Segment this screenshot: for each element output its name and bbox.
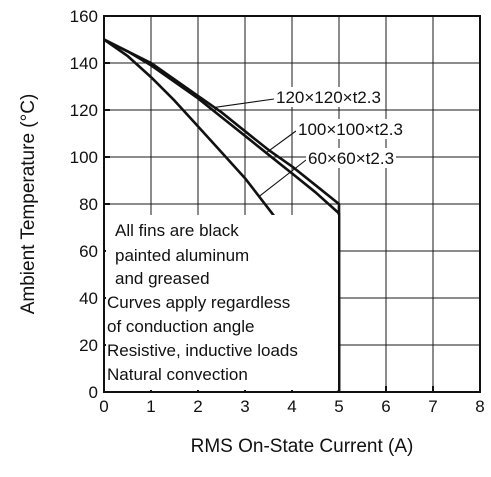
curve-label: 100×100×t2.3	[298, 120, 403, 139]
condition-note: Curves apply regardless	[107, 293, 290, 312]
condition-note: painted aluminum	[115, 246, 249, 265]
x-tick-labels: 0 1 2 3 4 5 6 7 8	[99, 397, 484, 416]
notes-background	[106, 215, 338, 390]
condition-notes: All fins are black painted aluminum and gr…	[106, 215, 338, 390]
x-tick-label: 5	[334, 397, 343, 416]
curve-label-leader	[258, 159, 307, 197]
derating-curve-1	[103, 38, 341, 392]
y-tick-label: 0	[89, 383, 98, 402]
curve-label-leader	[265, 130, 297, 154]
condition-note: Natural convection	[107, 365, 248, 384]
y-axis-title: Ambient Temperature (°C)	[18, 94, 39, 315]
y-tick-labels: 0 20 40 60 80 100 120 140 160	[70, 7, 98, 402]
curve-label-background	[296, 119, 405, 139]
y-tick-label: 100	[70, 148, 98, 167]
curve-label-background	[306, 148, 397, 168]
y-tick-label: 40	[79, 289, 98, 308]
curve-label-leaders	[214, 98, 307, 197]
x-tick-label: 0	[99, 397, 108, 416]
y-tick-label: 120	[70, 101, 98, 120]
y-tick-label: 60	[79, 242, 98, 261]
derating-curve-0	[103, 38, 341, 392]
curve-label-leader	[214, 98, 275, 108]
y-tick-label: 80	[79, 195, 98, 214]
y-tick-label: 140	[70, 54, 98, 73]
condition-note: of conduction angle	[107, 317, 254, 336]
x-tick-label: 4	[287, 397, 296, 416]
curve-label: 60×60×t2.3	[308, 149, 394, 168]
x-tick-label: 7	[428, 397, 437, 416]
x-tick-label: 8	[475, 397, 484, 416]
curve-labels: 120×120×t2.3 100×100×t2.3 60×60×t2.3	[274, 87, 405, 168]
x-tick-label: 2	[193, 397, 202, 416]
plot-frame	[103, 15, 481, 393]
x-tick-label: 1	[146, 397, 155, 416]
x-tick-label: 6	[381, 397, 390, 416]
curve-label: 120×120×t2.3	[276, 88, 381, 107]
curve-label-background	[274, 87, 383, 107]
y-tick-label: 160	[70, 7, 98, 26]
x-tick-label: 3	[240, 397, 249, 416]
x-axis-title: RMS On-State Current (A)	[191, 436, 414, 457]
condition-note: Resistive, inductive loads	[107, 341, 298, 360]
condition-note: All fins are black	[115, 221, 239, 240]
y-tick-label: 20	[79, 336, 98, 355]
condition-note: and greased	[115, 269, 210, 288]
